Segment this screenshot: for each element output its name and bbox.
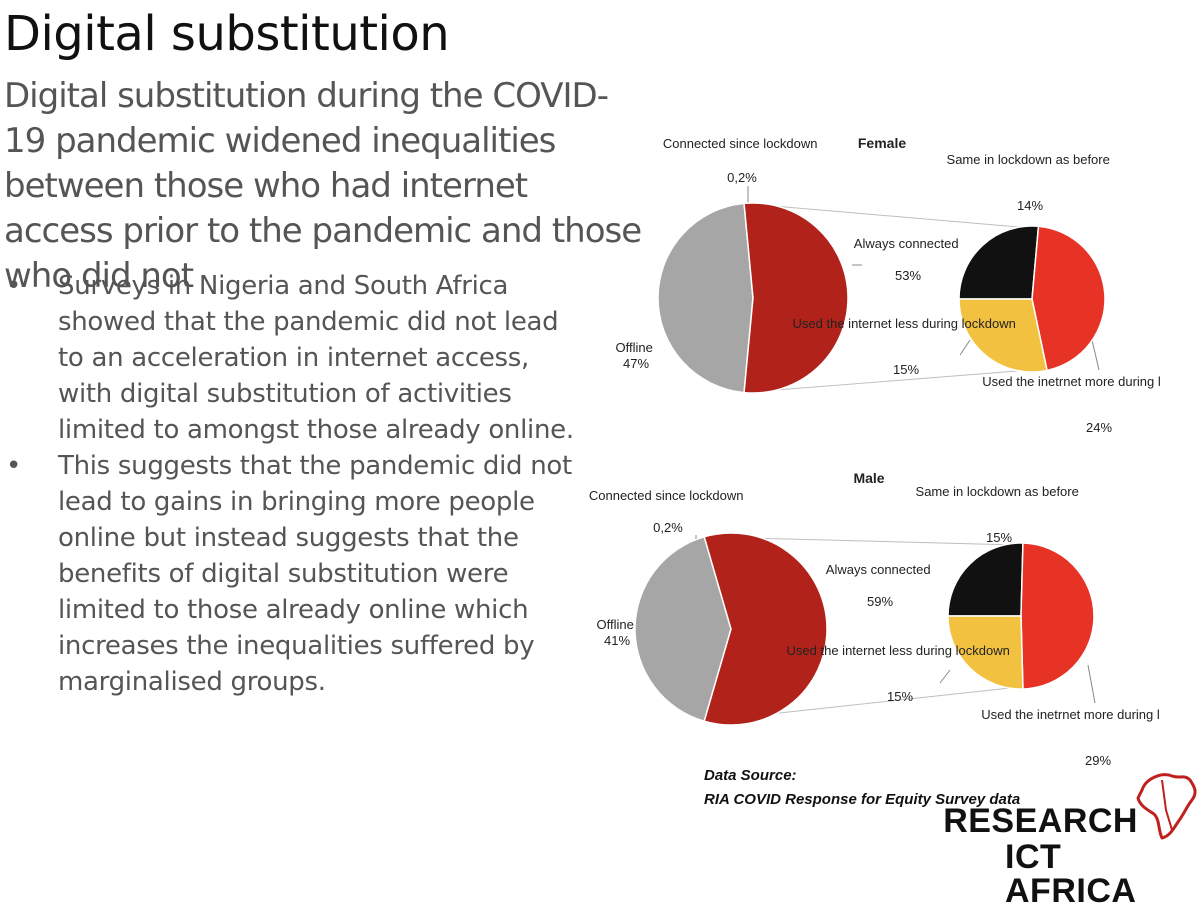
bullet-icon: •: [6, 451, 22, 481]
data-source-text: RIA COVID Response for Equity Survey dat…: [704, 791, 1021, 808]
label-less-name: Used the internet less during lockdown: [787, 643, 1010, 658]
label-always-value: 53%: [895, 268, 921, 283]
slice-more: [1020, 542, 1095, 690]
svg-text:Offline 47%: Offline 47%: [616, 340, 657, 371]
slide-title: Digital substitution: [4, 6, 450, 62]
label-always-value: 59%: [867, 594, 893, 609]
label-offline-name: Offline: [597, 617, 634, 632]
svg-text:Used the inetrnet more during: Used the inetrnet more during lockdown 2…: [982, 374, 1160, 435]
female-pie-of-pie-chart: Female Connected since lockdown 0,2% Off…: [616, 135, 1160, 435]
brand-line-2: ICT AFRICA: [1005, 838, 1137, 910]
slice-less: [947, 615, 1024, 690]
svg-text:Connected since lockdown 0: Connected since lockdown 0,2%: [589, 488, 747, 535]
slice-always-connected: [703, 532, 828, 726]
label-connected-value: 0,2%: [653, 520, 683, 535]
slice-always-connected: [743, 202, 849, 394]
label-same-value: 14%: [1017, 198, 1043, 213]
bullet-list: • Surveys in Nigeria and South Africa sh…: [4, 268, 579, 700]
bullet-text: This suggests that the pandemic did not …: [58, 451, 572, 697]
svg-text:Same in lockdown as before: Same in lockdown as before 14%: [947, 152, 1114, 213]
label-offline-name: Offline: [616, 340, 653, 355]
svg-text:Used the internet less during: Used the internet less during lockdown 1…: [787, 643, 1014, 704]
svg-text:Connected since lockdown 0: Connected since lockdown 0,2%: [663, 136, 821, 185]
slice-same: [958, 225, 1040, 300]
label-less-value: 15%: [887, 689, 913, 704]
label-more-value: 24%: [1086, 420, 1112, 435]
label-connected-value: 0,2%: [727, 170, 757, 185]
leader-line: [1091, 339, 1100, 371]
connector-bottom: [744, 369, 1031, 394]
label-more-name: Used the inetrnet more during lockdown: [981, 707, 1160, 722]
chart-title: Male: [853, 470, 884, 486]
svg-text:Always connected 53%: Always connected 53%: [854, 236, 962, 283]
label-more-name: Used the inetrnet more during lockdown: [982, 374, 1160, 389]
slice-less: [958, 298, 1048, 373]
bullet-item: • This suggests that the pandemic did no…: [4, 448, 579, 700]
africa-continent-icon: [1136, 773, 1197, 840]
chart-title: Female: [858, 135, 906, 151]
label-offline-value: 47%: [623, 356, 649, 371]
research-ict-africa-logo: RESEARCH ICT AFRICA: [900, 770, 1200, 908]
data-source-heading: Data Source:: [704, 767, 797, 784]
svg-text:Used the internet less during: Used the internet less during lockdown 1…: [793, 316, 1020, 377]
svg-text:Same in lockdown as before: Same in lockdown as before 15%: [916, 484, 1083, 545]
label-connected-name: Connected since lockdown: [663, 136, 818, 151]
label-less-value: 15%: [893, 362, 919, 377]
connector-top: [744, 202, 1031, 229]
svg-text:Used the inetrnet more during: Used the inetrnet more during lockdown 2…: [981, 707, 1160, 768]
leader-line: [1087, 664, 1096, 704]
label-always-name: Always connected: [854, 236, 959, 251]
label-same-name: Same in lockdown as before: [947, 152, 1110, 167]
label-same-name: Same in lockdown as before: [916, 484, 1079, 499]
slice-same: [947, 542, 1024, 617]
label-same-value: 15%: [986, 530, 1012, 545]
slide-subtitle: Digital substitution during the COVID-19…: [4, 76, 642, 296]
label-always-name: Always connected: [826, 562, 931, 577]
svg-text:Always connected 59%: Always connected 59%: [826, 562, 934, 609]
slice-offline: [634, 535, 732, 723]
male-pie-of-pie-chart: Male Connected since lockdown 0,2% Offli…: [589, 470, 1160, 768]
slice-offline: [657, 202, 754, 394]
bullet-text: Surveys in Nigeria and South Africa show…: [58, 271, 574, 445]
svg-text:Offline 41%: Offline 41%: [597, 617, 638, 648]
brand-line-1: RESEARCH: [943, 802, 1138, 840]
label-less-name: Used the internet less during lockdown: [793, 316, 1016, 331]
leader-line: [959, 339, 971, 356]
bullet-icon: •: [6, 271, 22, 301]
label-more-value: 29%: [1085, 753, 1111, 768]
bullet-item: • Surveys in Nigeria and South Africa sh…: [4, 268, 579, 448]
leader-line: [939, 669, 951, 684]
label-offline-value: 41%: [604, 633, 630, 648]
data-source: Data Source: RIA COVID Response for Equi…: [704, 764, 1020, 812]
slice-more: [1031, 225, 1106, 372]
label-connected-name: Connected since lockdown: [589, 488, 744, 503]
